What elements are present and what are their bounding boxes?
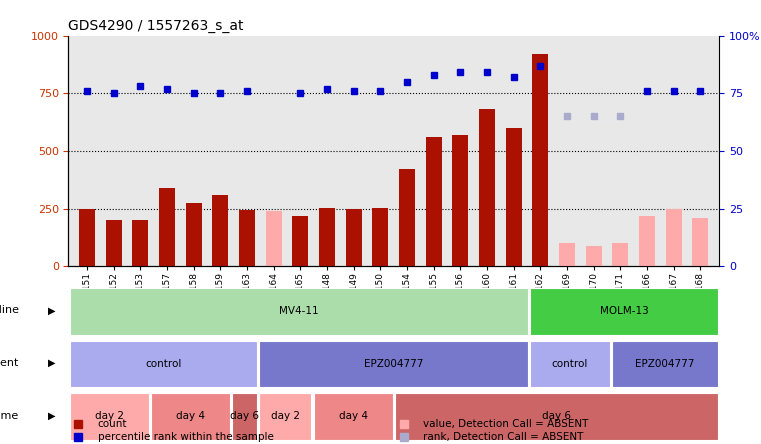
Bar	[266, 211, 282, 266]
Text: MOLM-13: MOLM-13	[600, 306, 648, 316]
Text: GDS4290 / 1557263_s_at: GDS4290 / 1557263_s_at	[68, 19, 244, 33]
Text: ▶: ▶	[48, 305, 56, 315]
Bar	[372, 207, 388, 266]
Bar	[186, 203, 202, 266]
Text: day 4: day 4	[339, 412, 368, 421]
Bar	[314, 393, 393, 440]
Text: percentile rank within the sample: percentile rank within the sample	[97, 432, 274, 442]
Bar	[613, 243, 629, 266]
Bar	[693, 218, 708, 266]
Bar	[79, 209, 95, 266]
Bar	[639, 216, 655, 266]
Text: control: control	[552, 359, 588, 369]
Bar	[106, 220, 122, 266]
Text: value, Detection Call = ABSENT: value, Detection Call = ABSENT	[423, 419, 588, 429]
Text: EPZ004777: EPZ004777	[364, 359, 424, 369]
Text: agent: agent	[0, 358, 19, 368]
Text: rank, Detection Call = ABSENT: rank, Detection Call = ABSENT	[423, 432, 584, 442]
Text: control: control	[145, 359, 182, 369]
Bar	[232, 393, 257, 440]
Bar	[69, 393, 148, 440]
Bar	[612, 341, 718, 387]
Bar	[292, 216, 308, 266]
Bar	[260, 341, 528, 387]
Text: MV4-11: MV4-11	[279, 306, 319, 316]
Text: day 2: day 2	[271, 412, 300, 421]
Bar	[151, 393, 230, 440]
Bar	[345, 209, 361, 266]
Text: time: time	[0, 411, 19, 420]
Bar	[586, 246, 602, 266]
Text: EPZ004777: EPZ004777	[635, 359, 695, 369]
Bar	[426, 137, 442, 266]
Bar	[132, 220, 148, 266]
Text: count: count	[97, 419, 127, 429]
Bar	[260, 393, 311, 440]
Bar	[212, 195, 228, 266]
Bar	[506, 128, 522, 266]
Text: day 4: day 4	[176, 412, 205, 421]
Bar	[69, 341, 257, 387]
Bar	[533, 54, 549, 266]
Bar	[453, 135, 469, 266]
Bar	[666, 209, 682, 266]
Bar	[69, 288, 528, 335]
Bar	[530, 288, 718, 335]
Bar	[559, 243, 575, 266]
Bar	[395, 393, 718, 440]
Bar	[239, 210, 255, 266]
Text: day 6: day 6	[542, 412, 571, 421]
Text: ▶: ▶	[48, 411, 56, 420]
Text: cell line: cell line	[0, 305, 19, 315]
Bar	[400, 170, 416, 266]
Bar	[319, 207, 335, 266]
Text: day 2: day 2	[94, 412, 123, 421]
Bar	[530, 341, 610, 387]
Bar	[479, 109, 495, 266]
Text: day 6: day 6	[231, 412, 260, 421]
Bar	[159, 188, 175, 266]
Text: ▶: ▶	[48, 358, 56, 368]
